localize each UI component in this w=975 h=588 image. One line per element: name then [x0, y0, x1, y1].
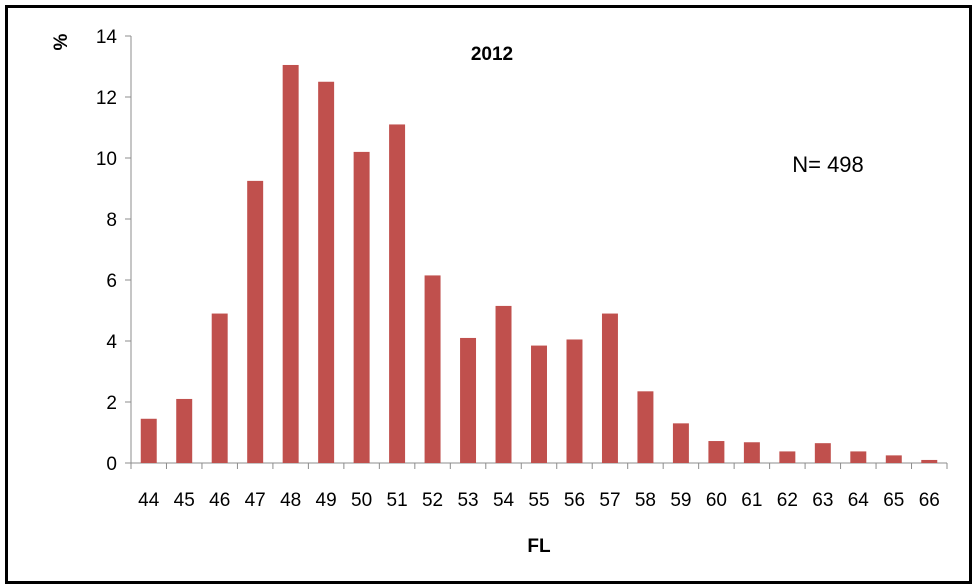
bar [247, 180, 264, 464]
bar [779, 451, 796, 463]
x-tick-label: 49 [316, 490, 337, 511]
y-tick-label: 4 [106, 332, 117, 353]
x-tick-label: 51 [387, 490, 408, 511]
bar [672, 423, 689, 463]
x-tick-label: 48 [280, 490, 301, 511]
y-tick-label: 12 [96, 88, 117, 109]
x-tick-label: 52 [422, 490, 443, 511]
bar [743, 442, 760, 463]
bar [211, 313, 228, 463]
x-tick-label: 53 [457, 490, 478, 511]
x-tick-label: 59 [670, 490, 691, 511]
bar [495, 305, 512, 463]
chart-title: 2012 [471, 44, 513, 65]
bar [531, 345, 547, 463]
y-tick-label: 2 [106, 393, 117, 414]
y-tick-label: 8 [106, 210, 117, 231]
chart-frame: 2012 N= 498 FL % 0 2 4 6 8 10 12 14 44 45 46 47 48 4… [5, 5, 972, 584]
x-tick-label: 47 [245, 490, 266, 511]
x-tick-label: 44 [138, 490, 160, 511]
bar [389, 124, 406, 463]
x-tick-label: 63 [812, 490, 833, 511]
x-tick-label: 45 [174, 490, 195, 511]
x-axis: 44 45 46 47 48 49 50 51 52 53 54 55 56 57 58 59 60 61 62 63… [130, 462, 948, 511]
y-axis-title: % [51, 33, 72, 50]
sample-size-annotation: N= 498 [792, 152, 864, 177]
x-tick-label: 61 [741, 490, 762, 511]
bar [566, 339, 583, 463]
bar [353, 151, 370, 463]
bar [921, 459, 938, 463]
bar [424, 275, 441, 463]
bar [460, 337, 477, 463]
bar [601, 313, 618, 463]
y-tick-label: 10 [96, 149, 117, 170]
bar [708, 441, 725, 463]
bar [282, 64, 299, 463]
x-tick-label: 55 [528, 490, 549, 511]
bar [318, 81, 335, 463]
x-tick-label: 60 [706, 490, 727, 511]
bar [814, 443, 831, 463]
y-tick-label: 0 [106, 454, 117, 475]
bar [885, 455, 902, 464]
x-tick-label: 62 [777, 490, 798, 511]
bar [176, 398, 193, 463]
x-tick-label: 56 [564, 490, 585, 511]
bar [637, 391, 654, 463]
x-tick-label: 65 [883, 490, 904, 511]
x-tick-label: 57 [599, 490, 620, 511]
y-tick-label: 6 [106, 271, 117, 292]
bar [140, 418, 157, 463]
x-axis-title: FL [527, 536, 551, 557]
x-tick-label: 64 [848, 490, 870, 511]
x-tick-label: 50 [351, 490, 372, 511]
y-axis: 0 2 4 6 8 10 12 14 [96, 27, 132, 475]
y-tick-label: 14 [96, 27, 118, 48]
bars-group [140, 64, 938, 464]
x-tick-label: 66 [919, 490, 940, 511]
x-tick-label: 46 [209, 490, 230, 511]
x-tick-label: 58 [635, 490, 656, 511]
bar [850, 451, 867, 463]
x-tick-label: 54 [493, 490, 515, 511]
